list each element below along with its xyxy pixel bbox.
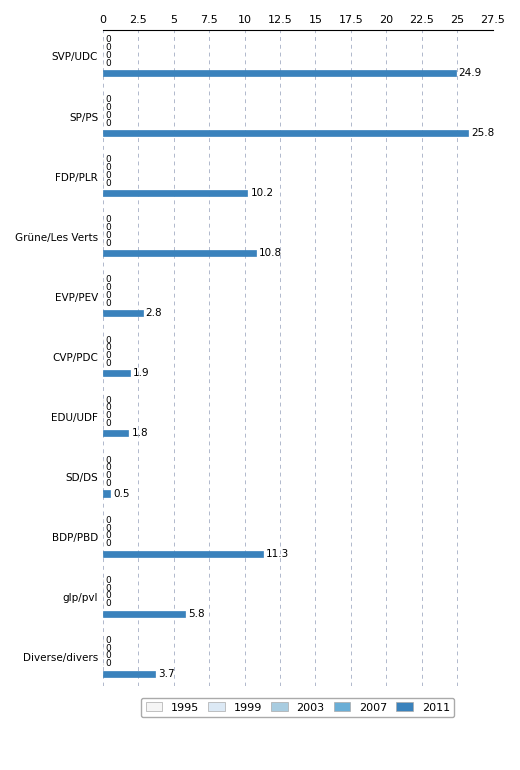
Text: 0: 0 <box>106 644 111 653</box>
Text: 24.9: 24.9 <box>459 68 482 78</box>
Text: 0: 0 <box>106 419 111 428</box>
Text: 0: 0 <box>106 456 111 464</box>
Text: 5.8: 5.8 <box>188 608 204 618</box>
Text: 1.8: 1.8 <box>132 428 148 438</box>
Text: 0: 0 <box>106 651 111 661</box>
Bar <box>103 310 142 316</box>
Bar <box>103 250 256 256</box>
Text: 0: 0 <box>106 411 111 420</box>
Bar <box>103 551 263 557</box>
Text: 10.8: 10.8 <box>259 248 282 258</box>
Text: 0: 0 <box>106 531 111 541</box>
Text: 0: 0 <box>106 291 111 300</box>
Text: 0: 0 <box>106 403 111 413</box>
Text: 0: 0 <box>106 464 111 473</box>
Text: 0: 0 <box>106 51 111 60</box>
Text: 0: 0 <box>106 111 111 120</box>
Bar <box>103 130 469 136</box>
Text: 0: 0 <box>106 156 111 164</box>
Text: 0: 0 <box>106 59 111 68</box>
Text: 0: 0 <box>106 223 111 233</box>
Bar <box>103 490 110 497</box>
Bar <box>103 611 185 617</box>
Text: 0: 0 <box>106 584 111 593</box>
Text: 0: 0 <box>106 471 111 480</box>
Text: 0: 0 <box>106 591 111 601</box>
Text: 0: 0 <box>106 239 111 248</box>
Bar <box>103 430 128 437</box>
Text: 10.2: 10.2 <box>250 188 274 198</box>
Bar <box>103 190 248 196</box>
Text: 0: 0 <box>106 95 111 104</box>
Text: 0: 0 <box>106 231 111 240</box>
Text: 0: 0 <box>106 576 111 584</box>
Text: 0: 0 <box>106 599 111 608</box>
Text: 0: 0 <box>106 359 111 368</box>
Text: 0: 0 <box>106 636 111 644</box>
Text: 0.5: 0.5 <box>113 488 129 498</box>
Text: 0: 0 <box>106 343 111 353</box>
Text: 11.3: 11.3 <box>266 548 289 558</box>
Text: 25.8: 25.8 <box>471 128 495 138</box>
Legend: 1995, 1999, 2003, 2007, 2011: 1995, 1999, 2003, 2007, 2011 <box>141 698 454 717</box>
Text: 0: 0 <box>106 119 111 128</box>
Text: 0: 0 <box>106 171 111 180</box>
Text: 0: 0 <box>106 396 111 404</box>
Text: 0: 0 <box>106 539 111 548</box>
Text: 0: 0 <box>106 35 111 44</box>
Text: 0: 0 <box>106 479 111 488</box>
Text: 0: 0 <box>106 216 111 224</box>
Text: 0: 0 <box>106 299 111 308</box>
Text: 0: 0 <box>106 179 111 188</box>
Text: 0: 0 <box>106 163 111 172</box>
Text: 1.9: 1.9 <box>133 368 149 378</box>
Text: 2.8: 2.8 <box>146 308 162 318</box>
Bar <box>103 370 130 377</box>
Text: 3.7: 3.7 <box>158 668 175 678</box>
Text: 0: 0 <box>106 283 111 293</box>
Text: 0: 0 <box>106 276 111 284</box>
Text: 0: 0 <box>106 43 111 52</box>
Text: 0: 0 <box>106 351 111 360</box>
Text: 0: 0 <box>106 659 111 668</box>
Text: 0: 0 <box>106 516 111 524</box>
Text: 0: 0 <box>106 524 111 533</box>
Bar <box>103 671 155 677</box>
Bar <box>103 70 456 76</box>
Text: 0: 0 <box>106 103 111 112</box>
Text: 0: 0 <box>106 336 111 344</box>
